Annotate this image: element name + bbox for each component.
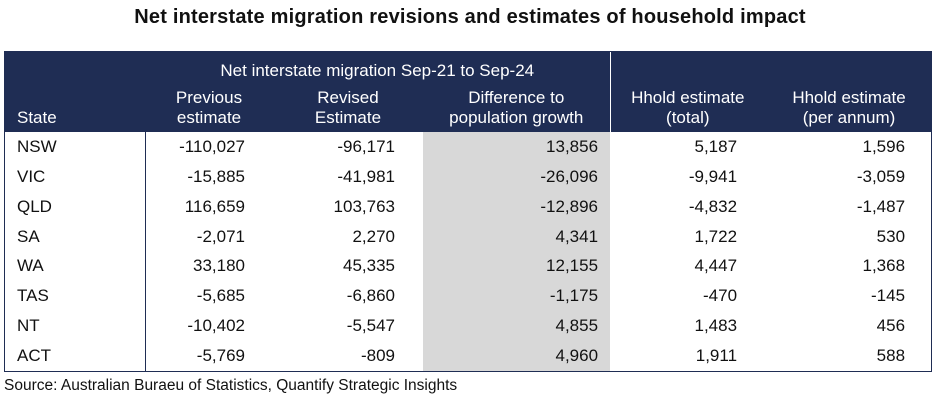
cell-previous-estimate: -10,402 bbox=[187, 316, 245, 336]
cell-hhold-per-annum: 530 bbox=[876, 226, 906, 246]
cell-previous-estimate: -110,027 bbox=[179, 136, 245, 156]
cell-difference: 4,960 bbox=[423, 341, 611, 371]
cell-hhold-per-annum: 1,368 bbox=[862, 256, 906, 276]
cell-hhold-per-annum: -145 bbox=[871, 286, 906, 306]
cell-hhold-total: 1,483 bbox=[694, 316, 738, 336]
cell-previous-estimate: 116,659 bbox=[184, 196, 245, 216]
cell-previous-estimate: -5,769 bbox=[196, 346, 245, 366]
column-header-line2: population growth bbox=[449, 108, 584, 127]
source-note: Source: Australian Buraeu of Statistics,… bbox=[4, 377, 458, 394]
cell-hhold-total: -470 bbox=[703, 286, 738, 306]
cell-state: VIC bbox=[5, 161, 146, 192]
table-row: NSW -110,027 -96,171 13,856 5,187 1,596 bbox=[5, 132, 931, 162]
column-header-line2: State bbox=[17, 108, 57, 127]
cell-revised-estimate: -6,860 bbox=[346, 286, 395, 306]
cell-revised-estimate: -5,547 bbox=[346, 316, 395, 336]
column-header-line1: Revised bbox=[317, 88, 379, 107]
cell-revised-estimate: -41,981 bbox=[337, 166, 395, 186]
column-header-row: State Previous estimate Revised Estimate… bbox=[5, 82, 931, 132]
cell-previous-estimate: -2,071 bbox=[196, 226, 245, 246]
cell-state: NSW bbox=[5, 132, 146, 162]
column-header-difference: Difference to population growth bbox=[423, 82, 611, 132]
cell-hhold-per-annum: -3,059 bbox=[856, 166, 906, 186]
table-row: ACT -5,769 -809 4,960 1,911 588 bbox=[5, 341, 931, 371]
cell-hhold-total: 1,911 bbox=[695, 346, 738, 366]
column-header-state: State bbox=[5, 82, 145, 132]
cell-state: QLD bbox=[5, 191, 146, 222]
column-header-line1: Hhold estimate bbox=[631, 88, 745, 107]
column-header-line2: (total) bbox=[666, 108, 710, 127]
data-table-container: Net interstate migration Sep-21 to Sep-2… bbox=[4, 51, 932, 372]
cell-difference: -1,175 bbox=[423, 281, 611, 312]
column-header-line1: Previous bbox=[175, 88, 243, 107]
cell-revised-estimate: -809 bbox=[360, 346, 395, 366]
table-row: TAS -5,685 -6,860 -1,175 -470 -145 bbox=[5, 281, 931, 312]
migration-table: Net interstate migration Sep-21 to Sep-2… bbox=[5, 52, 931, 371]
cell-hhold-total: -4,832 bbox=[688, 196, 738, 216]
cell-difference: -12,896 bbox=[423, 191, 611, 222]
chart-title: Net interstate migration revisions and e… bbox=[134, 6, 806, 28]
column-header-hhold-total: Hhold estimate (total) bbox=[610, 82, 766, 132]
cell-hhold-total: -9,941 bbox=[688, 166, 738, 186]
table-row: VIC -15,885 -41,981 -26,096 -9,941 -3,059 bbox=[5, 161, 931, 192]
cell-difference: -26,096 bbox=[423, 161, 611, 192]
cell-hhold-total: 5,187 bbox=[694, 136, 738, 156]
column-header-line1: Hhold estimate bbox=[792, 88, 906, 107]
cell-previous-estimate: -15,885 bbox=[187, 166, 245, 186]
table-body: NSW -110,027 -96,171 13,856 5,187 1,596 VIC -15… bbox=[5, 132, 931, 371]
cell-revised-estimate: 103,763 bbox=[333, 196, 395, 216]
cell-state: TAS bbox=[5, 281, 146, 312]
cell-hhold-per-annum: 456 bbox=[876, 316, 906, 336]
column-header-previous: Previous estimate bbox=[145, 82, 273, 132]
cell-revised-estimate: 45,335 bbox=[343, 256, 395, 276]
header-empty-cell bbox=[5, 52, 145, 82]
cell-hhold-total: 1,722 bbox=[694, 226, 738, 246]
group-header-row: Net interstate migration Sep-21 to Sep-2… bbox=[5, 52, 931, 82]
cell-revised-estimate: -96,171 bbox=[337, 136, 395, 156]
header-empty-cell bbox=[765, 52, 931, 82]
cell-previous-estimate: 33,180 bbox=[193, 256, 245, 276]
cell-hhold-per-annum: 1,596 bbox=[862, 136, 906, 156]
cell-hhold-per-annum: 588 bbox=[876, 346, 906, 366]
cell-difference: 4,855 bbox=[423, 311, 611, 342]
table-row: WA 33,180 45,335 12,155 4,447 1,368 bbox=[5, 251, 931, 282]
cell-hhold-per-annum: -1,487 bbox=[856, 196, 906, 216]
cell-state: ACT bbox=[5, 341, 146, 371]
column-header-revised: Revised Estimate bbox=[273, 82, 423, 132]
column-header-hhold-per-annum: Hhold estimate (per annum) bbox=[765, 82, 931, 132]
cell-difference: 4,341 bbox=[423, 221, 611, 252]
cell-state: SA bbox=[5, 221, 146, 252]
cell-state: NT bbox=[5, 311, 146, 342]
column-header-line2: estimate bbox=[176, 108, 242, 127]
cell-state: WA bbox=[5, 251, 146, 282]
column-header-line2: Estimate bbox=[314, 108, 382, 127]
cell-revised-estimate: 2,270 bbox=[352, 226, 395, 246]
table-row: QLD 116,659 103,763 -12,896 -4,832 -1,487 bbox=[5, 191, 931, 222]
header-empty-cell bbox=[610, 52, 766, 82]
table-row: SA -2,071 2,270 4,341 1,722 530 bbox=[5, 221, 931, 252]
cell-difference: 13,856 bbox=[423, 132, 611, 162]
group-header-net-migration: Net interstate migration Sep-21 to Sep-2… bbox=[145, 52, 611, 82]
cell-previous-estimate: -5,685 bbox=[196, 286, 245, 306]
column-header-line2: (per annum) bbox=[802, 108, 896, 127]
table-row: NT -10,402 -5,547 4,855 1,483 456 bbox=[5, 311, 931, 342]
cell-difference: 12,155 bbox=[423, 251, 611, 282]
cell-hhold-total: 4,447 bbox=[694, 256, 738, 276]
table-header: Net interstate migration Sep-21 to Sep-2… bbox=[5, 52, 931, 132]
column-header-line1: Difference to bbox=[468, 88, 565, 107]
